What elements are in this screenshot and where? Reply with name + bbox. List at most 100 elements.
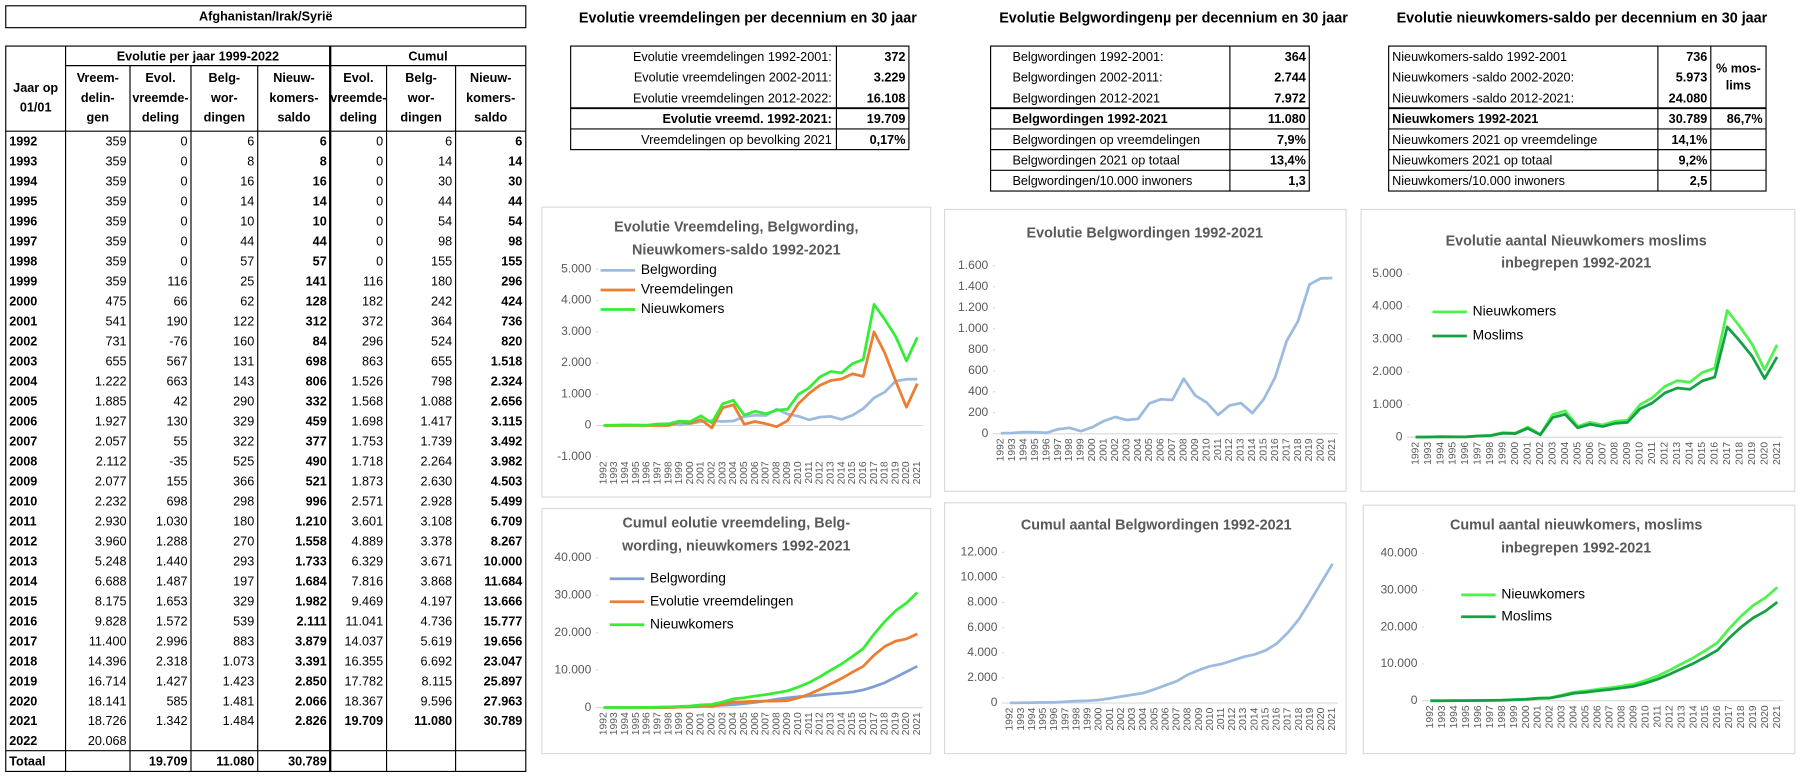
table-cell: 11.684 [484,574,522,588]
table-cell: 293 [233,554,254,568]
chart-panel [541,508,932,755]
table-cell: 1.518 [491,355,523,369]
table-cell: 2.066 [295,694,327,708]
summary-value: 19.709 [867,112,906,126]
x-tick-label: 2006 [1160,707,1171,730]
table-cell: 155 [501,255,522,269]
y-tick-label: 2.000 [967,670,998,684]
table-cell: 8.115 [421,674,452,688]
table-cell: 475 [105,295,126,309]
table-cell: 30 [438,175,452,189]
table-cell: 270 [233,534,254,548]
total-cell: 19.709 [149,755,188,769]
column-header: komers- [466,91,515,105]
x-tick-label: 2019 [1747,442,1758,465]
x-tick-label: 2006 [750,712,761,735]
table-cell: 141 [306,275,327,289]
table-cell: 17.782 [344,674,383,688]
table-cell: 9.469 [351,594,383,608]
x-tick-label: 2018 [1734,442,1745,465]
x-tick-label: 2001 [1098,438,1109,461]
y-tick-label: 4.000 [967,645,998,659]
table-cell: 359 [105,175,126,189]
x-tick-label: 2011 [804,712,815,734]
summary-value: 736 [1686,50,1707,64]
x-tick-label: 2014 [1685,442,1696,465]
x-tick-label: 2001 [696,712,707,735]
table-cell: 155 [431,255,452,269]
summary-label: Vreemdelingen op bevolking 2021 [641,133,832,147]
x-tick-label: 2012 [1227,707,1238,730]
legend-label: Belgwording [650,570,726,585]
x-tick-label: 2001 [1105,707,1116,730]
summary-label: Nieuwkomers 1992-2021 [1392,112,1538,126]
x-tick-label: 2003 [1127,707,1138,730]
x-tick-label: 2004 [728,461,739,484]
x-tick-label: 2018 [880,712,891,735]
table-cell: 996 [306,494,327,508]
table-cell: 798 [431,375,452,389]
table-cell: 131 [233,355,254,369]
chart-title: Cumul aantal Belgwordingen 1992-2021 [1021,518,1292,534]
table-cell: 3.601 [351,514,383,528]
x-tick-label: 1999 [1076,438,1087,461]
x-tick-label: 2003 [717,712,728,735]
table-cell: 27.963 [484,694,523,708]
x-tick-label: 2012 [1224,438,1235,461]
x-tick-label: 2009 [1628,705,1639,728]
column-header: vreemde- [330,91,386,105]
table-cell: 312 [306,315,327,329]
table-cell: 14.396 [88,654,127,668]
y-tick-label: 30.000 [1380,582,1417,596]
x-tick-label: 2004 [1569,705,1580,728]
table-cell: 731 [105,335,126,349]
table-cell: 9.828 [95,614,127,628]
x-tick-label: 2000 [1087,438,1098,461]
table-cell: 180 [431,275,452,289]
table-cell: 359 [105,155,126,169]
x-tick-label: 2008 [1616,705,1627,728]
table-cell: 0 [376,175,383,189]
summary-value: 13,4% [1270,153,1306,167]
summary-value: 30.789 [1669,112,1708,126]
x-tick-label: 2012 [1660,442,1671,465]
table-cell: 6.688 [95,574,127,588]
table-cell: 2008 [9,454,37,468]
table-cell: 6 [445,135,452,149]
table-cell: 329 [233,414,254,428]
table-cell: 2010 [9,494,37,508]
table-cell: 182 [362,295,383,309]
x-tick-label: 2008 [771,712,782,735]
column-header: saldo [277,110,310,124]
x-tick-label: 2012 [1664,705,1675,728]
table-cell: 180 [233,514,254,528]
chart-title: Evolutie Belgwordingen 1992-2021 [1027,225,1263,241]
total-cell: 30.789 [288,755,327,769]
table-cell: 7.816 [351,574,383,588]
x-tick-label: 1996 [642,712,653,735]
x-tick-label: 1994 [1027,707,1038,730]
column-header: deling [142,110,179,124]
table-cell: 2005 [9,394,37,408]
table-cell: 2000 [9,295,37,309]
y-tick-label: 1.200 [958,300,989,314]
y-tick-label: 0 [585,700,592,714]
table-cell: 2004 [9,375,37,389]
x-tick-label: 2019 [890,461,901,484]
table-cell: 197 [233,574,254,588]
table-cell: 1.739 [421,434,453,448]
table-cell: 98 [438,235,452,249]
table-cell: 1.653 [156,594,188,608]
table-cell: -76 [169,335,187,349]
table-cell: 23.047 [484,654,523,668]
x-tick-label: 2006 [750,461,761,484]
table-cell: 883 [233,634,254,648]
x-tick-label: 1998 [1497,705,1508,728]
column-header: saldo [474,110,507,124]
column-header: Evol. [145,71,175,85]
table-cell: 1.417 [421,414,453,428]
legend-label: Moslims [1473,328,1524,343]
table-cell: 2016 [9,614,37,628]
table-cell: 3.982 [491,454,523,468]
summary-value: 11.080 [1268,112,1306,126]
